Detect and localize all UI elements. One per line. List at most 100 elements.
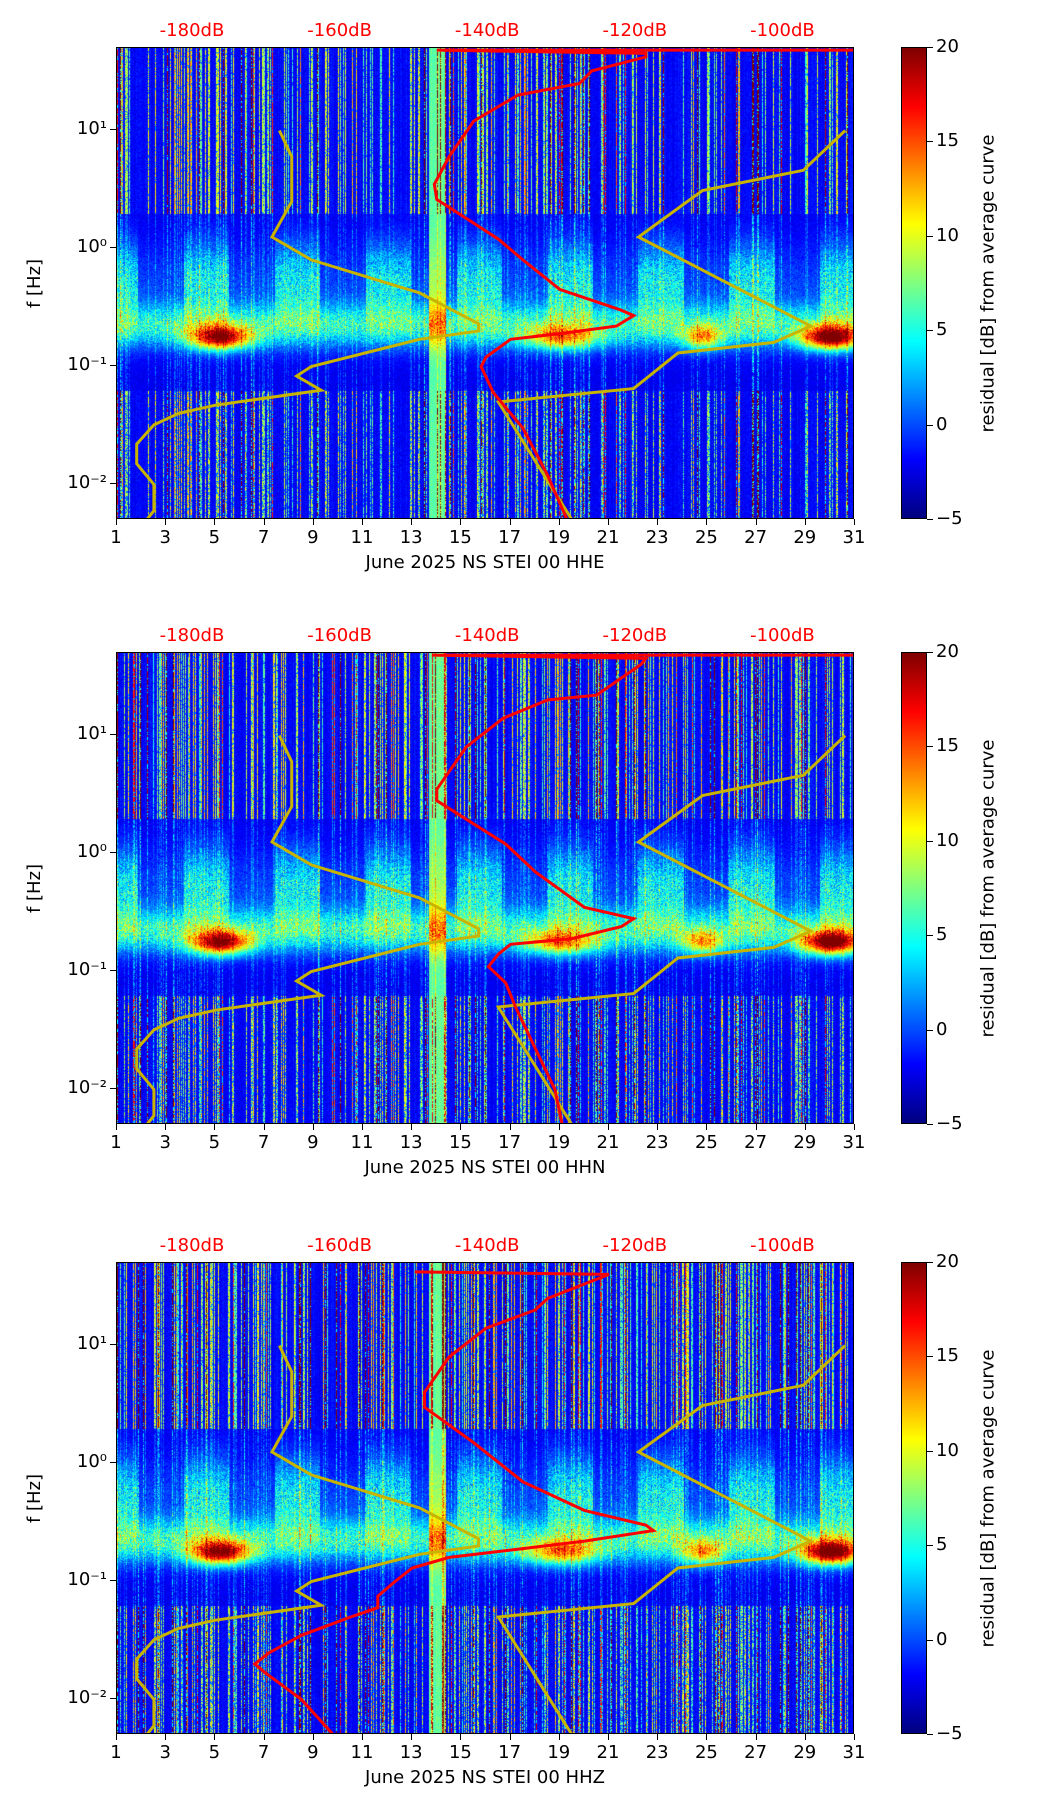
y-tick-mark: [110, 247, 116, 249]
y-tick-label: 10⁻¹: [67, 959, 107, 981]
y-tick-label: 10⁻²: [67, 472, 107, 494]
x-tick-mark: [706, 1124, 708, 1130]
x-tick-label: 7: [257, 1132, 270, 1153]
top-db-label: -140dB: [454, 20, 520, 41]
x-tick-mark: [608, 1124, 609, 1130]
reference-curve-segment-1: [495, 129, 847, 518]
x-tick-mark: [804, 519, 806, 525]
x-tick-mark: [214, 1124, 216, 1130]
x-axis-label: June 2025 NS STEI 00 HHZ: [365, 1767, 605, 1788]
y-tick-mark: [110, 129, 116, 131]
x-tick-label: 15: [448, 1132, 472, 1153]
x-tick-label: 5: [208, 1132, 221, 1153]
colorbar-tick-label: 5: [936, 1534, 948, 1556]
colorbar-tick-label: 15: [936, 1345, 959, 1367]
x-tick-mark: [657, 1734, 659, 1740]
colorbar-tick-label: 0: [936, 413, 948, 435]
colorbar-tick-label: 10: [936, 224, 959, 246]
y-tick-label: 10⁰: [76, 236, 107, 258]
x-tick-mark: [657, 519, 659, 525]
y-axis-label: f [Hz]: [24, 258, 46, 309]
y-tick-label: 10¹: [76, 1333, 107, 1355]
x-tick-mark: [165, 519, 167, 525]
spectrogram-panel-hhe: 1 3 5 7 9 11 13 15 17 19 21 23 25 27 29 31 June 2025 NS …: [0, 0, 1052, 600]
colorbar-tick-label: −5: [936, 508, 963, 529]
x-tick-label: 3: [159, 1742, 171, 1763]
x-tick-label: 23: [645, 1742, 669, 1763]
x-tick-mark: [608, 519, 609, 525]
x-tick-mark: [558, 519, 560, 525]
x-tick-label: 5: [208, 1742, 221, 1763]
reference-curve-segment-1: [495, 1344, 847, 1733]
top-db-label: -100dB: [750, 20, 815, 41]
x-tick-label: 21: [596, 1132, 620, 1153]
colorbar-tick-mark: [927, 935, 933, 937]
x-tick-label: 11: [350, 1742, 374, 1763]
x-tick-mark: [263, 1734, 265, 1740]
x-tick-mark: [165, 1124, 167, 1130]
colorbar-tick-mark: [927, 235, 933, 237]
colorbar-tick-label: 5: [936, 924, 948, 946]
colorbar-tick-label: 0: [936, 1628, 948, 1650]
top-db-label: -180dB: [159, 20, 225, 41]
x-tick-mark: [312, 1124, 314, 1130]
curves-layer: [135, 653, 853, 1123]
x-tick-label: 13: [399, 527, 423, 548]
x-tick-mark: [706, 1734, 708, 1740]
x-tick-mark: [804, 1124, 806, 1130]
top-db-label: -180dB: [159, 1235, 225, 1256]
x-tick-mark: [312, 519, 314, 525]
reference-curve-segment-1: [495, 734, 847, 1123]
x-tick-mark: [460, 1124, 462, 1130]
spectrogram-panel-hhn: 1 3 5 7 9 11 13 15 17 19 21 23 25 27 29 31 June 2025 NS …: [0, 605, 1052, 1205]
x-tick-label: 27: [744, 527, 768, 548]
x-tick-label: 11: [350, 1132, 374, 1153]
x-axis-label: June 2025 NS STEI 00 HHN: [364, 1157, 606, 1178]
colorbar-tick-mark: [927, 1545, 933, 1547]
x-tick-label: 29: [793, 527, 817, 548]
x-tick-label: 1: [110, 1742, 122, 1763]
colorbar-tick-label: 20: [936, 36, 959, 57]
x-tick-label: 31: [842, 1742, 866, 1763]
x-tick-label: 3: [159, 1132, 171, 1153]
y-axis-label: f [Hz]: [24, 863, 46, 914]
y-tick-mark: [110, 1580, 116, 1582]
x-tick-label: 19: [547, 1742, 571, 1763]
colorbar: [901, 47, 927, 519]
x-tick-mark: [657, 1124, 659, 1130]
colorbar-label: residual [dB] from average curve: [977, 134, 999, 433]
colorbar-tick-mark: [927, 1734, 933, 1735]
x-tick-mark: [854, 519, 855, 525]
top-db-label: -160dB: [307, 1235, 372, 1256]
colorbar-tick-mark: [927, 1124, 933, 1125]
top-db-label: -160dB: [307, 20, 372, 41]
colorbar-tick-mark: [927, 1262, 933, 1263]
colorbar-tick-mark: [927, 652, 933, 653]
x-tick-label: 9: [307, 527, 319, 548]
plot-area: [116, 47, 854, 519]
x-tick-label: 19: [547, 1132, 571, 1153]
y-tick-label: 10¹: [76, 118, 107, 140]
colorbar: [901, 1262, 927, 1734]
y-tick-mark: [110, 365, 116, 367]
x-tick-label: 27: [744, 1742, 768, 1763]
x-tick-label: 29: [793, 1742, 817, 1763]
x-tick-label: 25: [694, 527, 718, 548]
top-db-label: -120dB: [602, 1235, 668, 1256]
x-tick-label: 23: [645, 527, 669, 548]
y-tick-mark: [110, 852, 116, 854]
y-tick-mark: [110, 1462, 116, 1464]
x-tick-mark: [263, 519, 265, 525]
colorbar-tick-label: 20: [936, 1251, 959, 1272]
colorbar-tick-mark: [927, 1029, 933, 1031]
colorbar-tick-mark: [927, 424, 933, 426]
y-tick-label: 10¹: [76, 723, 107, 745]
top-db-label: -100dB: [750, 625, 815, 646]
x-tick-mark: [362, 1124, 363, 1130]
x-tick-label: 19: [547, 527, 571, 548]
colorbar-tick-label: −5: [936, 1113, 963, 1134]
colorbar-label: residual [dB] from average curve: [977, 739, 999, 1038]
x-tick-mark: [214, 1734, 216, 1740]
x-tick-mark: [854, 1734, 855, 1740]
x-tick-label: 11: [350, 527, 374, 548]
